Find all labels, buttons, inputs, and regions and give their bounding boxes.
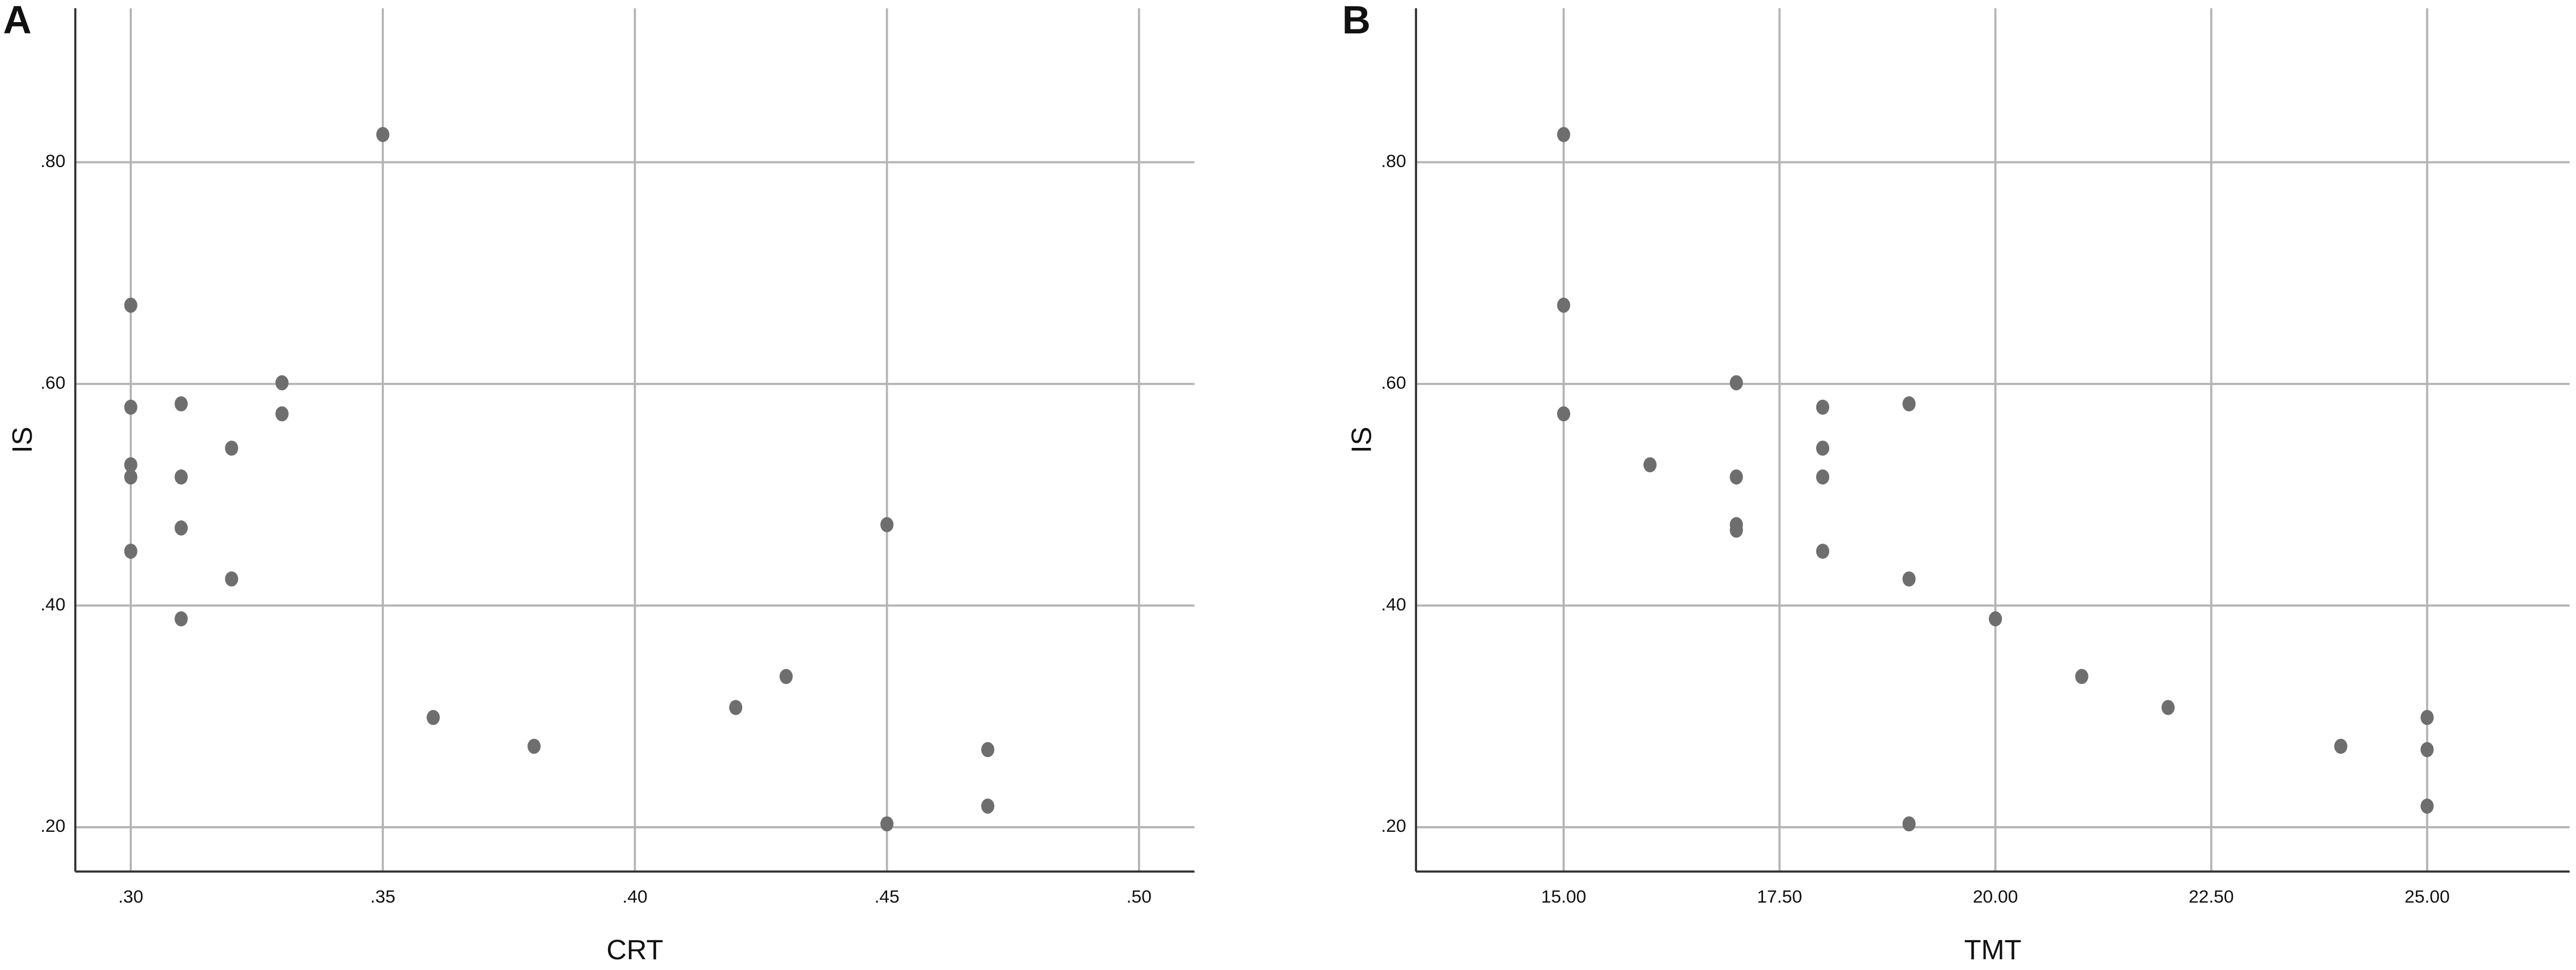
- point: [2334, 738, 2348, 754]
- point: [981, 798, 995, 814]
- point: [2075, 669, 2089, 684]
- point: [225, 571, 238, 587]
- point: [1816, 544, 1830, 559]
- point: [174, 611, 188, 627]
- x-axis-title: CRT: [606, 934, 663, 965]
- panel: .20 .40 .60 .80 15.00 17.50 20.00 22.50 25.00 TMT…: [1342, 0, 2570, 965]
- y-axis-title: IS: [1346, 427, 1377, 454]
- point: [527, 738, 541, 754]
- x-tick-label: .40: [622, 886, 647, 907]
- x-tick-label: 15.00: [1541, 886, 1586, 907]
- point: [729, 700, 743, 715]
- point: [1902, 571, 1916, 587]
- y-tick-label: .60: [40, 372, 65, 392]
- point: [225, 441, 238, 456]
- x-axis-title: TMT: [1964, 934, 2021, 965]
- point: [2420, 742, 2434, 758]
- point: [426, 710, 440, 725]
- x-tick-label: 22.50: [2189, 886, 2234, 907]
- point: [1557, 406, 1571, 422]
- point: [174, 396, 188, 412]
- y-tick-label: .60: [1381, 372, 1406, 392]
- x-tick-label: .35: [370, 886, 395, 907]
- point: [124, 399, 138, 415]
- point: [174, 469, 188, 485]
- point: [981, 742, 995, 758]
- panel: .20 .40 .60 .80 .30 .35 .40 .45 .50 CRT IS A: [3, 0, 1195, 965]
- x-tick-label: 20.00: [1973, 886, 2018, 907]
- point: [2420, 798, 2434, 814]
- point: [1730, 469, 1743, 485]
- point: [124, 297, 138, 313]
- point: [124, 469, 138, 485]
- point: [376, 127, 390, 142]
- panel-label: B: [1342, 0, 1371, 42]
- point: [2420, 710, 2434, 725]
- point: [1816, 469, 1830, 485]
- x-tick-label: .45: [874, 886, 899, 907]
- y-axis-title: IS: [7, 427, 38, 454]
- x-tick-label: 17.50: [1757, 886, 1802, 907]
- point: [2161, 700, 2175, 715]
- point: [880, 517, 894, 532]
- point: [1816, 441, 1830, 456]
- point: [1902, 816, 1916, 832]
- point: [1902, 396, 1916, 412]
- point: [275, 406, 289, 422]
- y-tick-label: .40: [1381, 594, 1406, 614]
- point: [1730, 522, 1743, 538]
- point: [124, 544, 138, 559]
- x-tick-label: .50: [1127, 886, 1152, 907]
- y-tick-label: .20: [1381, 815, 1406, 836]
- y-tick-label: .80: [1381, 151, 1406, 171]
- y-tick-label: .40: [40, 594, 65, 614]
- point: [880, 816, 894, 832]
- point: [174, 520, 188, 536]
- y-tick-label: .80: [40, 151, 65, 171]
- point: [1557, 127, 1571, 142]
- y-tick-label: .20: [40, 815, 65, 836]
- point: [1557, 297, 1571, 313]
- point: [1816, 399, 1830, 415]
- point: [124, 457, 138, 473]
- point: [779, 669, 793, 684]
- panel-label: A: [3, 0, 31, 42]
- point: [1643, 457, 1657, 473]
- x-tick-label: .30: [118, 886, 143, 907]
- point: [1730, 375, 1743, 391]
- point: [1988, 611, 2002, 627]
- x-tick-label: 25.00: [2404, 886, 2450, 907]
- point: [275, 375, 289, 391]
